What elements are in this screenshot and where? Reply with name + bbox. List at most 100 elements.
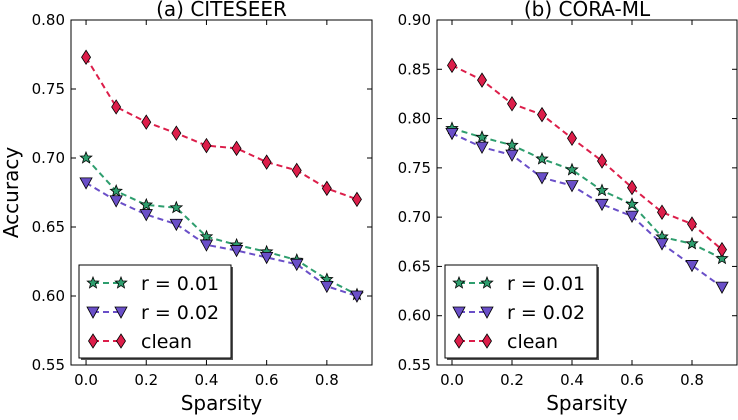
legend-marker [482, 333, 492, 349]
series-line [451, 127, 723, 260]
data-point [231, 140, 242, 157]
legend-marker [114, 306, 128, 319]
data-point [199, 239, 214, 252]
data-point [595, 183, 609, 197]
y-tick-label: 0.80 [32, 11, 65, 29]
legend-marker [86, 275, 100, 289]
data-point [717, 241, 727, 258]
legend-marker [86, 306, 100, 319]
legend-marker [452, 306, 466, 319]
data-point [505, 138, 519, 151]
series-triangle-down [445, 127, 729, 294]
series-line [451, 64, 723, 251]
y-tick-label: 0.55 [32, 356, 65, 374]
data-point [565, 180, 579, 193]
data-point [685, 236, 699, 250]
y-tick-label: 0.60 [32, 287, 65, 305]
data-point [141, 114, 152, 130]
data-point [109, 195, 123, 208]
data-point [625, 197, 639, 211]
y-tick-label: 0.70 [398, 208, 431, 226]
y-tick-label: 0.55 [398, 356, 431, 374]
legend-marker [454, 333, 464, 349]
data-point [595, 198, 609, 212]
data-point [535, 151, 549, 165]
legend-marker [88, 333, 98, 349]
data-point [320, 280, 334, 294]
data-point [229, 245, 244, 258]
y-tick-label: 0.65 [32, 218, 65, 236]
legend-marker [452, 275, 466, 289]
x-tick-label: 0.6 [620, 371, 644, 389]
data-point [79, 177, 93, 190]
legend-label: r = 0.02 [141, 302, 219, 324]
series-diamond [81, 49, 362, 208]
legend-label: clean [507, 331, 558, 353]
data-point [111, 99, 122, 115]
data-point [687, 216, 697, 232]
data-point [445, 127, 459, 141]
data-point [625, 210, 639, 223]
y-tick-label: 0.70 [32, 149, 65, 167]
x-axis-label: Sparsity [546, 391, 628, 415]
data-point [81, 49, 92, 65]
series-line [85, 181, 358, 297]
chart-title: (a) CITESEER [156, 0, 287, 21]
data-point [169, 200, 184, 214]
y-axis-label: Accuracy [0, 147, 23, 238]
series-line [451, 132, 723, 288]
data-point [655, 238, 669, 251]
data-point [597, 153, 607, 169]
data-point [475, 141, 489, 154]
y-tick-label: 0.90 [398, 11, 431, 29]
legend-marker [480, 275, 494, 289]
data-point [261, 154, 272, 170]
data-point [657, 204, 667, 220]
data-point [351, 191, 362, 208]
series-line [85, 157, 358, 296]
x-tick-label: 0.2 [500, 371, 524, 389]
data-point [259, 251, 274, 265]
data-point [477, 72, 487, 88]
legend-marker [480, 306, 494, 319]
data-point [79, 150, 93, 164]
subplot-cora-ml: (b) CORA-ML Sparsity 0.0 0.2 0.4 0.6 0.8 0.55 0.… [398, 0, 738, 415]
data-point [201, 137, 212, 154]
data-point [171, 125, 182, 141]
data-point [715, 281, 729, 294]
data-point [321, 180, 332, 197]
y-tick-label: 0.75 [32, 80, 65, 98]
data-point [199, 229, 214, 243]
series-diamond [447, 57, 727, 258]
data-point [567, 130, 577, 147]
legend-label: clean [141, 331, 192, 353]
subplot-citeseer: (a) CITESEER Sparsity Accuracy 0.0 0.2 0.4 0.6… [0, 0, 373, 415]
data-point [505, 149, 519, 162]
legend: r = 0.01 r = 0.02 clean [444, 264, 599, 360]
legend-marker [114, 275, 128, 289]
data-point [715, 251, 729, 265]
y-tick-label: 0.75 [398, 159, 431, 177]
data-point [565, 162, 579, 176]
x-tick-label: 0.6 [255, 371, 279, 389]
data-point [537, 106, 547, 123]
data-point [139, 197, 154, 211]
x-tick-label: 0.0 [440, 371, 464, 389]
legend-label: r = 0.02 [507, 302, 585, 324]
data-point [350, 290, 364, 303]
legend: r = 0.01 r = 0.02 clean [78, 264, 233, 360]
x-tick-label: 0.2 [134, 371, 158, 389]
chart-title: (b) CORA-ML [524, 0, 651, 21]
x-tick-label: 0.4 [560, 371, 584, 389]
y-tick-label: 0.65 [398, 257, 431, 275]
data-point [627, 179, 637, 196]
x-tick-label: 0.8 [315, 371, 339, 389]
x-tick-label: 0.0 [74, 371, 98, 389]
legend-marker [116, 333, 126, 349]
series-triangle-down [79, 177, 364, 303]
legend-label: r = 0.01 [141, 273, 219, 295]
data-point [139, 209, 153, 222]
data-point [685, 260, 699, 273]
data-point [507, 96, 517, 112]
